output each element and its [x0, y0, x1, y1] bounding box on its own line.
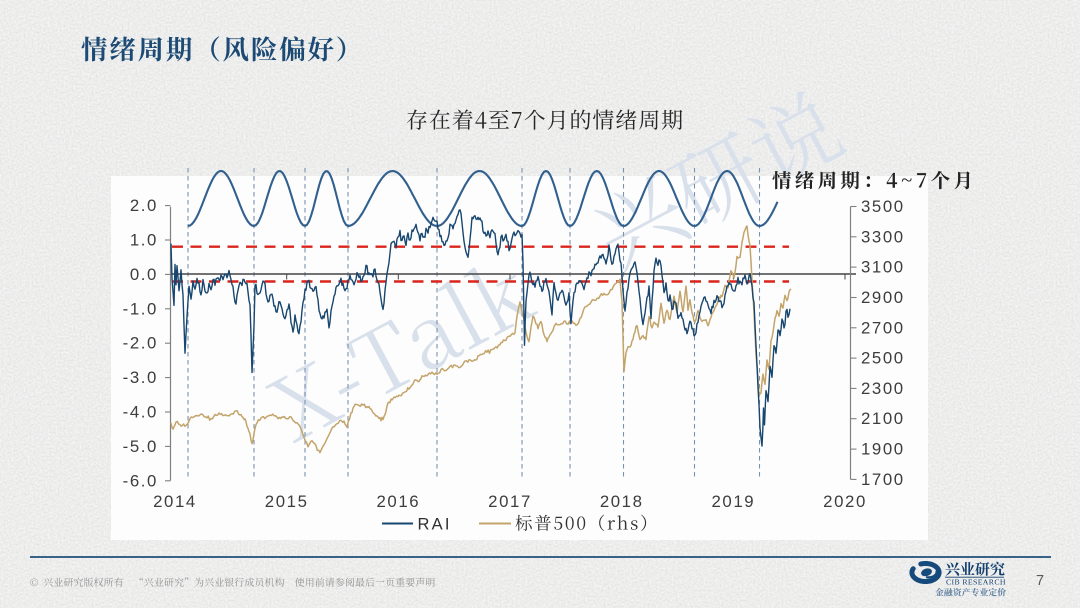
svg-text:2016: 2016: [376, 492, 420, 511]
svg-text:2018: 2018: [600, 492, 644, 511]
svg-text:RAI: RAI: [418, 516, 452, 534]
svg-text:0.0: 0.0: [130, 265, 158, 284]
svg-text:7: 7: [1036, 573, 1044, 589]
svg-text:1.0: 1.0: [130, 231, 158, 250]
svg-text:2020: 2020: [823, 492, 867, 511]
svg-text:2015: 2015: [265, 492, 309, 511]
svg-text:2.0: 2.0: [130, 196, 158, 215]
svg-text:-3.0: -3.0: [123, 368, 158, 387]
svg-text:3100: 3100: [861, 258, 905, 277]
svg-text:2017: 2017: [488, 492, 532, 511]
svg-text:3300: 3300: [861, 227, 905, 246]
svg-text:1700: 1700: [861, 470, 905, 489]
svg-text:2100: 2100: [861, 409, 905, 428]
svg-text:-1.0: -1.0: [123, 299, 158, 318]
svg-text:CIB RESEARCH: CIB RESEARCH: [946, 578, 1006, 587]
svg-text:2300: 2300: [861, 379, 905, 398]
svg-text:-4.0: -4.0: [123, 403, 158, 422]
svg-text:3500: 3500: [861, 197, 905, 216]
svg-text:2900: 2900: [861, 288, 905, 307]
svg-text:2019: 2019: [711, 492, 755, 511]
svg-text:2700: 2700: [861, 318, 905, 337]
svg-text:-6.0: -6.0: [123, 471, 158, 490]
svg-text:2014: 2014: [153, 492, 197, 511]
svg-text:-2.0: -2.0: [123, 334, 158, 353]
svg-text:-5.0: -5.0: [123, 437, 158, 456]
svg-text:1900: 1900: [861, 440, 905, 459]
svg-text:2500: 2500: [861, 349, 905, 368]
